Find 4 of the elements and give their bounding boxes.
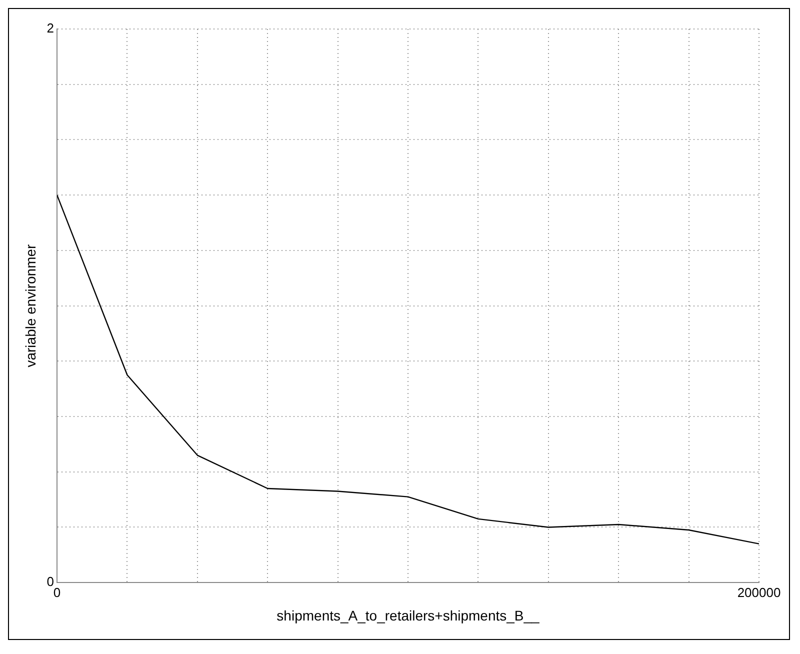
x-axis-title: shipments_A_to_retailers+shipments_B__ <box>276 607 540 624</box>
y-axis-title: variable environmer <box>22 244 38 368</box>
y-tick-label: 2 <box>46 20 54 36</box>
x-tick-label: 200000 <box>737 584 781 600</box>
